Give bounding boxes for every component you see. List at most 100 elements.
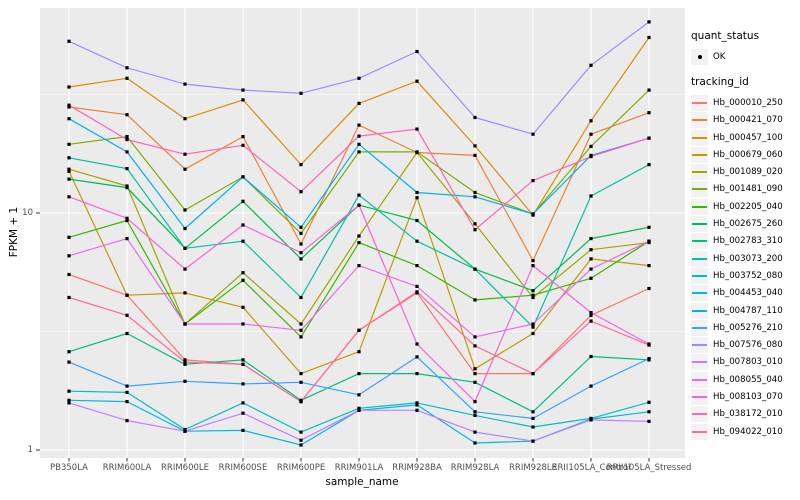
point-marker	[125, 167, 129, 171]
point-marker	[183, 167, 187, 171]
point-marker	[125, 150, 129, 154]
point-marker	[299, 430, 303, 434]
point-marker	[531, 325, 535, 329]
point-marker	[357, 193, 361, 197]
legend-key	[691, 146, 708, 163]
legend-item-tracking-id: Hb_007576_080	[691, 336, 799, 354]
point-marker	[241, 358, 245, 362]
y-tick-label: 1	[27, 444, 33, 455]
legend-item-label: Hb_003752_080	[713, 270, 783, 281]
point-marker	[67, 235, 71, 239]
point-marker	[415, 355, 419, 359]
point-marker	[647, 88, 651, 92]
legend-item-tracking-id: Hb_005276_210	[691, 319, 799, 336]
legend-item-label: Hb_000421_070	[713, 115, 783, 126]
point-marker	[183, 427, 187, 432]
point-marker	[415, 264, 419, 268]
point-marker	[473, 372, 477, 376]
point-marker	[415, 290, 419, 294]
point-marker	[67, 272, 71, 277]
legend-key	[691, 406, 708, 423]
point-marker	[473, 190, 477, 195]
point-marker	[647, 35, 651, 40]
point-marker	[67, 360, 71, 364]
point-marker	[299, 438, 303, 442]
point-marker	[473, 115, 477, 120]
point-marker	[473, 144, 477, 148]
legend-item-label: Hb_008055_040	[713, 374, 783, 385]
legend-key	[691, 388, 708, 405]
y-tick-label: 10	[22, 207, 33, 218]
legend-key	[691, 129, 708, 146]
point-marker	[531, 331, 535, 336]
point-marker	[183, 429, 187, 433]
point-marker	[67, 254, 71, 258]
point-marker	[241, 223, 245, 227]
point-marker	[125, 400, 129, 404]
legend-key	[691, 216, 708, 233]
legend-key	[691, 48, 708, 65]
point-marker	[241, 239, 245, 243]
point-marker	[415, 49, 419, 54]
x-tick-label: RRIM928LA	[450, 463, 500, 473]
point-marker	[241, 143, 245, 147]
point-marker	[415, 408, 419, 412]
point-marker	[647, 264, 651, 268]
legend-item-label: Hb_000679_060	[713, 149, 783, 160]
point-marker	[299, 400, 303, 404]
x-tick-label: RRII105LA_Control	[551, 463, 631, 473]
point-marker	[357, 241, 361, 245]
line-swatch-icon	[692, 171, 707, 174]
point-marker	[357, 393, 361, 397]
point-marker	[183, 360, 187, 364]
point-marker	[415, 127, 419, 131]
line-swatch-icon	[692, 292, 707, 295]
legend-item-label: Hb_001481_090	[713, 184, 783, 195]
line-swatch-icon	[692, 153, 707, 156]
point-marker	[125, 216, 129, 220]
legend-title-quant-status: quant_status	[691, 30, 760, 42]
point-marker	[589, 418, 593, 422]
point-marker	[415, 79, 419, 83]
point-marker	[125, 218, 129, 223]
point-marker	[531, 289, 535, 293]
point-marker	[67, 85, 71, 89]
point-marker	[589, 354, 593, 359]
line-swatch-icon	[692, 309, 707, 312]
point-marker	[531, 293, 535, 297]
point-marker	[473, 344, 477, 348]
point-marker	[415, 190, 419, 195]
legend-tracking-id-items: Hb_000010_250 Hb_000421_070 Hb_000457_100 H…	[691, 94, 799, 440]
legend-item-tracking-id: Hb_003073_200	[691, 250, 799, 267]
point-marker	[589, 276, 593, 280]
point-marker	[589, 311, 593, 315]
point-marker	[589, 119, 593, 123]
point-marker	[125, 138, 129, 142]
point-marker	[67, 169, 71, 173]
legend-item-label: Hb_007576_080	[713, 340, 783, 351]
point-marker	[473, 153, 477, 157]
x-axis-title: sample_name	[325, 476, 399, 488]
point-marker	[357, 134, 361, 138]
legend-item-label: Hb_004787_110	[713, 305, 783, 316]
legend-key	[691, 302, 708, 319]
line-swatch-icon	[692, 274, 707, 277]
legend-key	[691, 181, 708, 198]
legend-key	[691, 337, 708, 354]
point-marker	[299, 335, 303, 339]
point-marker	[67, 105, 71, 109]
point-marker	[647, 225, 651, 229]
point-marker	[647, 400, 651, 404]
point-marker	[299, 231, 303, 235]
point-marker	[67, 398, 71, 402]
x-tick-label: RRIM928LE	[509, 463, 557, 473]
point-marker	[299, 251, 303, 255]
point-marker	[647, 239, 651, 243]
legend-item-label: Hb_007803_010	[713, 357, 783, 368]
point-marker	[357, 408, 361, 412]
point-marker	[183, 226, 187, 231]
point-marker	[357, 406, 361, 410]
point-icon	[697, 54, 702, 59]
point-marker	[183, 267, 187, 271]
